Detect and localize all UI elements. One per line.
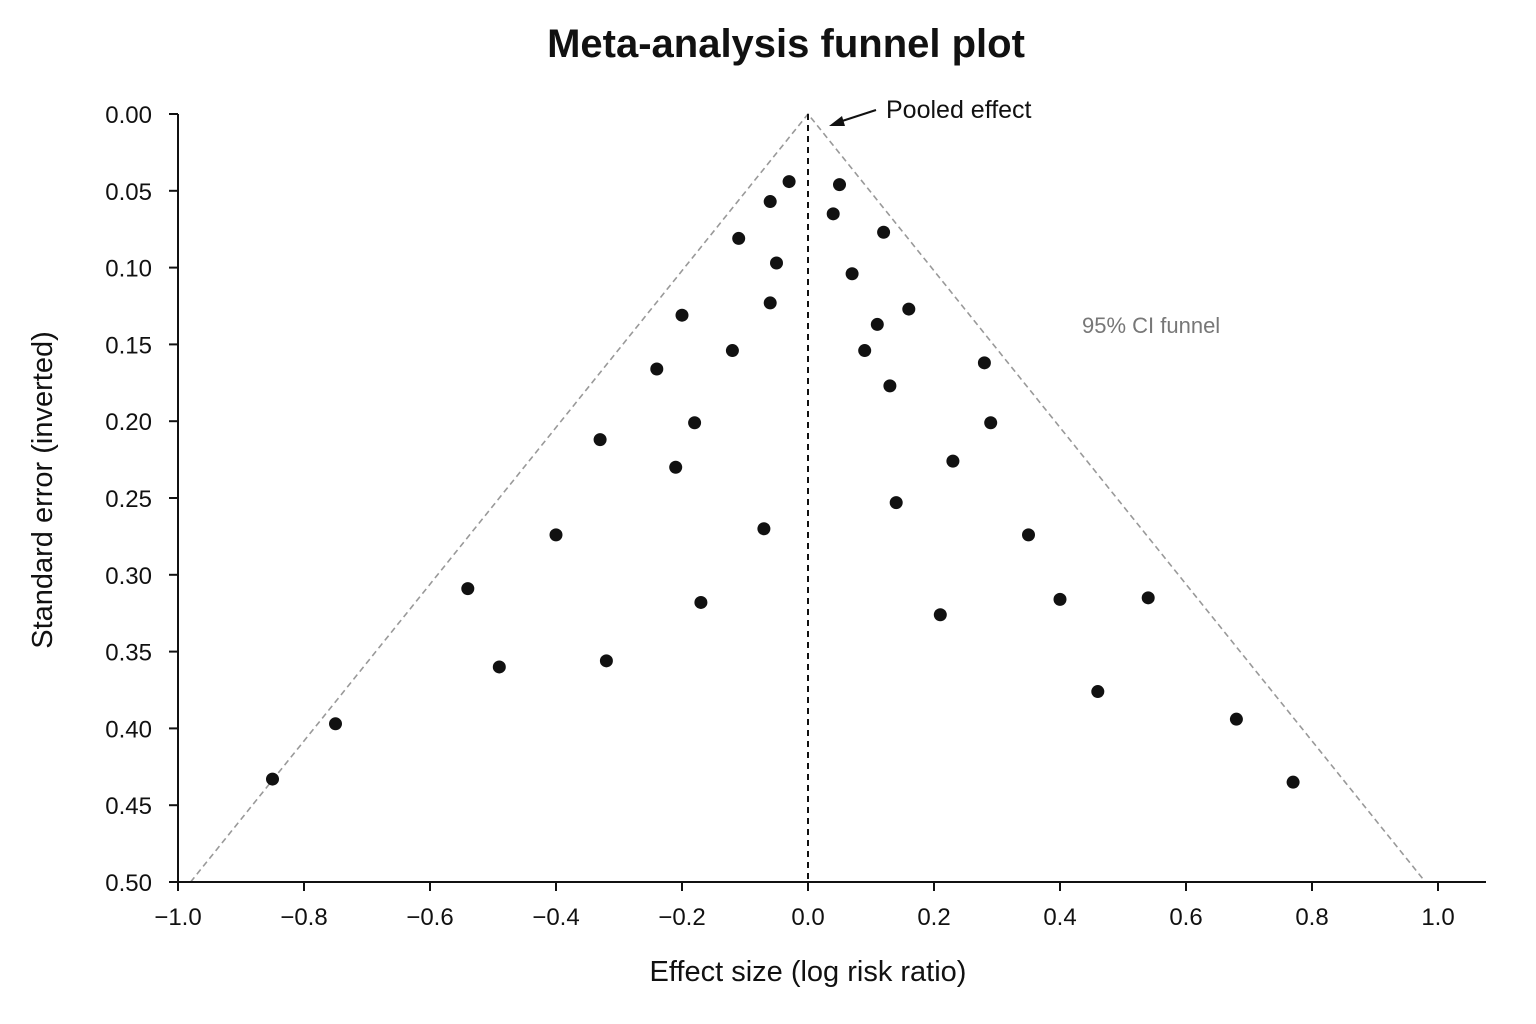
study-point — [984, 416, 998, 430]
study-point — [1141, 591, 1155, 605]
study-point — [757, 522, 771, 536]
x-tick-label: 1.0 — [1421, 904, 1454, 931]
study-point — [877, 225, 891, 239]
x-tick-label: −0.2 — [658, 904, 705, 931]
study-point — [782, 175, 796, 189]
y-tick-label: 0.00 — [105, 102, 152, 129]
study-point — [329, 717, 342, 731]
study-point — [870, 317, 884, 331]
ci-funnel-label: 95% CI funnel — [1082, 313, 1220, 338]
y-tick-label: 0.05 — [105, 179, 152, 206]
x-tick-label: −0.8 — [280, 904, 327, 931]
study-point — [845, 267, 859, 281]
y-tick-label: 0.50 — [105, 870, 152, 897]
y-tick-label: 0.30 — [105, 563, 152, 590]
study-point — [826, 207, 840, 221]
x-axis-ticks: −1.0 −0.8 −0.6 −0.4 −0.2 0.0 0.2 0.4 0.6 0.8 1.0 — [154, 882, 1455, 931]
chart-title: Meta-analysis funnel plot — [547, 22, 1025, 66]
study-point — [763, 195, 777, 209]
study-point — [675, 308, 689, 322]
study-point — [461, 582, 475, 596]
x-tick-label: 0.2 — [917, 904, 950, 931]
study-point — [1022, 528, 1035, 542]
study-point — [933, 608, 947, 622]
study-point — [889, 496, 903, 510]
study-point — [977, 356, 991, 370]
study-point — [669, 460, 683, 474]
study-point — [883, 379, 897, 393]
x-tick-label: 0.0 — [791, 904, 824, 931]
study-point — [1286, 775, 1300, 789]
pooled-effect-label: Pooled effect — [886, 96, 1032, 124]
x-tick-label: −1.0 — [154, 904, 201, 931]
x-tick-label: −0.6 — [406, 904, 453, 931]
y-tick-label: 0.40 — [105, 716, 152, 743]
study-point — [833, 178, 846, 192]
study-point — [1091, 685, 1105, 699]
y-axis-label: Standard error (inverted) — [27, 331, 59, 649]
y-tick-label: 0.10 — [105, 256, 152, 283]
study-point — [725, 344, 739, 358]
study-points — [266, 175, 1300, 789]
study-point — [688, 416, 702, 430]
pooled-arrow-head — [829, 116, 845, 126]
study-point — [599, 654, 613, 668]
y-tick-label: 0.15 — [105, 332, 152, 359]
study-point — [650, 362, 664, 376]
y-tick-label: 0.25 — [105, 486, 152, 513]
x-tick-label: −0.4 — [532, 904, 579, 931]
study-point — [732, 231, 746, 245]
x-axis-label: Effect size (log risk ratio) — [650, 956, 967, 988]
y-axis-ticks: 0.00 0.05 0.10 0.15 0.20 0.25 0.30 0.35 0.40 0.45… — [105, 102, 178, 897]
y-tick-label: 0.20 — [105, 409, 152, 436]
study-point — [763, 296, 777, 310]
study-point — [902, 302, 916, 316]
study-point — [492, 660, 506, 674]
study-point — [1053, 592, 1067, 606]
study-point — [858, 344, 872, 358]
study-point — [266, 772, 279, 786]
x-tick-label: 0.4 — [1043, 904, 1076, 931]
x-tick-label: 0.6 — [1169, 904, 1202, 931]
study-point — [1229, 712, 1243, 726]
study-point — [549, 528, 563, 542]
study-point — [946, 454, 960, 468]
study-point — [770, 256, 783, 270]
y-tick-label: 0.45 — [105, 793, 152, 820]
x-tick-label: 0.8 — [1295, 904, 1328, 931]
study-point — [694, 595, 708, 609]
study-point — [593, 433, 607, 447]
pooled-effect-annotation: Pooled effect — [829, 96, 1032, 126]
axes — [177, 114, 1486, 883]
y-tick-label: 0.35 — [105, 640, 152, 667]
